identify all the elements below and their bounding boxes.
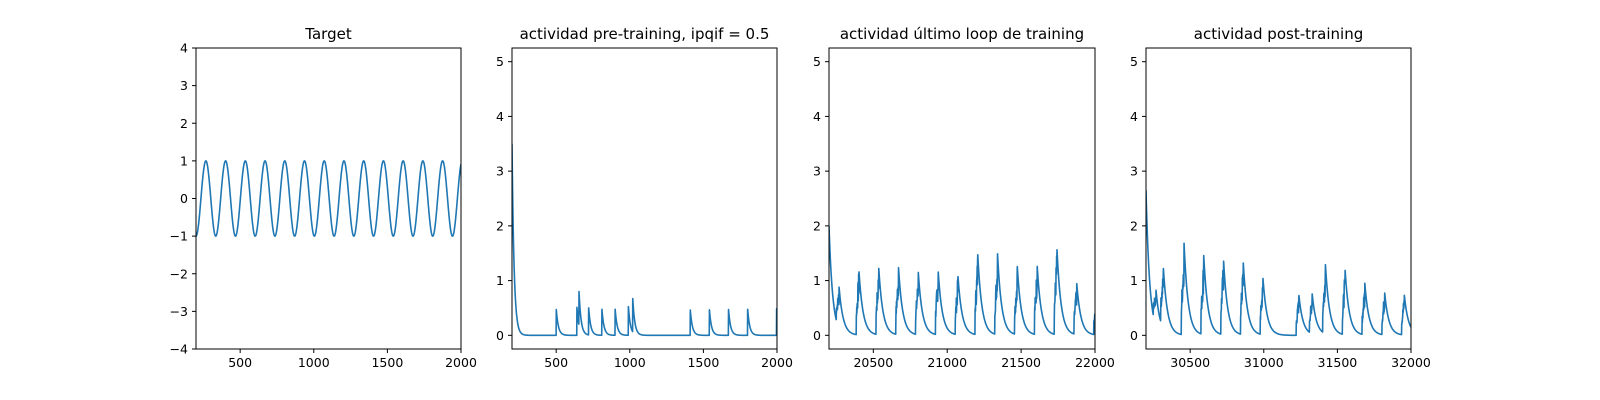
- y-tick-label: 2: [813, 218, 821, 233]
- x-tick-label: 500: [544, 355, 568, 370]
- y-tick-label: 2: [180, 116, 188, 131]
- x-tick-label: 2000: [761, 355, 793, 370]
- chart-title: Target: [304, 25, 352, 43]
- y-tick-label: 0: [1130, 328, 1138, 343]
- subplot-2: 500 1000 1500 2000 0 1 2 3 4 5 actividad pre-train…: [496, 25, 793, 370]
- y-tick-label: 4: [180, 41, 188, 56]
- subplot-1: 500 1000 1500 2000 −4 −3 −2 −1 0 1 2 3 4 Target: [170, 25, 477, 370]
- y-tick-label: 5: [496, 54, 504, 69]
- y-tick-label: 1: [180, 153, 188, 168]
- y-tick-label: −2: [170, 266, 188, 281]
- x-tick-label: 2000: [445, 355, 477, 370]
- y-tick-label: 1: [813, 273, 821, 288]
- y-tick-label: 3: [180, 78, 188, 93]
- y-tick-label: 3: [813, 164, 821, 179]
- y-tick-label: 0: [813, 328, 821, 343]
- y-tick-label: 4: [496, 109, 504, 124]
- axes-frame: [511, 47, 778, 350]
- x-tick-label: 1000: [614, 355, 646, 370]
- series-line: [196, 160, 461, 237]
- y-tick-label: −1: [170, 229, 188, 244]
- y-tick-label: 3: [1130, 164, 1138, 179]
- y-tick-label: 4: [813, 109, 821, 124]
- subplot-4: 30500 31000 31500 32000 0 1 2 3 4 5 actividad post…: [1130, 25, 1431, 370]
- series-line: [829, 225, 1095, 336]
- chart-title: actividad pre-training, ipqif = 0.5: [520, 25, 770, 43]
- x-tick-label: 500: [228, 355, 252, 370]
- series-line: [512, 143, 777, 337]
- x-tick-label: 1000: [298, 355, 330, 370]
- y-tick-label: 4: [1130, 109, 1138, 124]
- y-tick-label: 2: [496, 218, 504, 233]
- y-tick-label: 0: [496, 328, 504, 343]
- chart-title: actividad post-training: [1194, 25, 1363, 43]
- x-tick-label: 1500: [371, 355, 403, 370]
- series-line: [1146, 190, 1411, 337]
- y-tick-label: 2: [1130, 218, 1138, 233]
- y-tick-label: 5: [1130, 54, 1138, 69]
- y-tick-label: −3: [170, 304, 188, 319]
- y-tick-label: 1: [496, 273, 504, 288]
- y-tick-label: 5: [813, 54, 821, 69]
- y-tick-label: 3: [496, 164, 504, 179]
- x-tick-label: 21000: [927, 355, 967, 370]
- x-tick-label: 31500: [1318, 355, 1358, 370]
- x-tick-label: 31000: [1244, 355, 1284, 370]
- y-tick-label: 1: [1130, 273, 1138, 288]
- y-tick-label: −4: [170, 342, 188, 357]
- axes-frame: [828, 47, 1096, 350]
- axes-frame: [1145, 47, 1412, 350]
- chart-title: actividad último loop de training: [840, 25, 1084, 43]
- x-tick-label: 1500: [687, 355, 719, 370]
- y-tick-label: 0: [180, 191, 188, 206]
- subplot-3: 20500 21000 21500 22000 0 1 2 3 4 5 actividad últi…: [813, 25, 1115, 370]
- x-tick-label: 21500: [1001, 355, 1041, 370]
- x-tick-label: 32000: [1391, 355, 1431, 370]
- x-tick-label: 30500: [1170, 355, 1210, 370]
- x-tick-label: 20500: [853, 355, 893, 370]
- x-tick-label: 22000: [1075, 355, 1115, 370]
